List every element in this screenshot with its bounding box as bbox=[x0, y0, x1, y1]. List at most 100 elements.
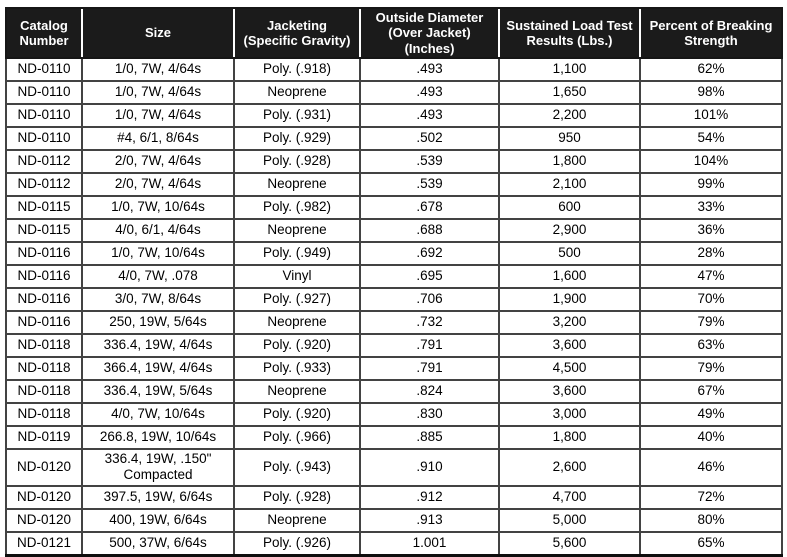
cell-catalog-number: ND-0116 bbox=[5, 264, 83, 289]
cell-sustained-load-test: 2,200 bbox=[498, 103, 641, 128]
cell-jacketing: Poly. (.982) bbox=[233, 195, 361, 220]
cell-percent-breaking-strength: 72% bbox=[639, 484, 783, 510]
table-row: ND-0120 336.4, 19W, .150" Compacted Poly. … bbox=[5, 448, 783, 487]
cell-size: 250, 19W, 5/64s bbox=[81, 310, 235, 335]
cell-size: 3/0, 7W, 8/64s bbox=[81, 287, 235, 312]
cell-size: 2/0, 7W, 4/64s bbox=[81, 149, 235, 174]
cell-outside-diameter: .493 bbox=[359, 80, 500, 105]
table-row: ND-0115 1/0, 7W, 10/64s Poly. (.982) .678 60… bbox=[5, 195, 783, 220]
cell-outside-diameter: .830 bbox=[359, 402, 500, 427]
cell-percent-breaking-strength: 62% bbox=[639, 57, 783, 82]
cell-catalog-number: ND-0118 bbox=[5, 356, 83, 381]
cell-catalog-number: ND-0115 bbox=[5, 195, 83, 220]
cell-jacketing: Poly. (.943) bbox=[233, 448, 361, 487]
cell-percent-breaking-strength: 54% bbox=[639, 126, 783, 151]
cell-sustained-load-test: 3,600 bbox=[498, 333, 641, 358]
cell-catalog-number: ND-0115 bbox=[5, 218, 83, 243]
cell-catalog-number: ND-0112 bbox=[5, 172, 83, 197]
table-header: Catalog Number Size Jacketing (Specific Gr… bbox=[5, 7, 782, 59]
cell-jacketing: Neoprene bbox=[233, 218, 361, 243]
cell-catalog-number: ND-0120 bbox=[5, 484, 83, 510]
cell-jacketing: Poly. (.966) bbox=[233, 425, 361, 450]
cell-sustained-load-test: 3,200 bbox=[498, 310, 641, 335]
table-row: ND-0118 4/0, 7W, 10/64s Poly. (.920) .830 3,… bbox=[5, 402, 783, 427]
cell-percent-breaking-strength: 101% bbox=[639, 103, 783, 128]
cell-catalog-number: ND-0121 bbox=[5, 530, 83, 557]
cell-size: 400, 19W, 6/64s bbox=[81, 507, 235, 533]
cell-size: 2/0, 7W, 4/64s bbox=[81, 172, 235, 197]
cell-jacketing: Neoprene bbox=[233, 310, 361, 335]
column-header-jacketing: Jacketing (Specific Gravity) bbox=[233, 7, 360, 59]
cell-jacketing: Poly. (.928) bbox=[233, 149, 361, 174]
cell-catalog-number: ND-0120 bbox=[5, 507, 83, 533]
cell-size: 266.8, 19W, 10/64s bbox=[81, 425, 235, 450]
cell-percent-breaking-strength: 98% bbox=[639, 80, 783, 105]
cell-outside-diameter: .539 bbox=[359, 149, 500, 174]
cell-jacketing: Poly. (.949) bbox=[233, 241, 361, 266]
table-row: ND-0118 336.4, 19W, 5/64s Neoprene .824 3,60… bbox=[5, 379, 783, 404]
cell-size: 1/0, 7W, 10/64s bbox=[81, 195, 235, 220]
cell-percent-breaking-strength: 99% bbox=[639, 172, 783, 197]
cell-outside-diameter: .912 bbox=[359, 484, 500, 510]
cell-sustained-load-test: 1,100 bbox=[498, 57, 641, 82]
cell-sustained-load-test: 3,600 bbox=[498, 379, 641, 404]
cell-outside-diameter: .688 bbox=[359, 218, 500, 243]
cell-sustained-load-test: 2,600 bbox=[498, 448, 641, 487]
cell-sustained-load-test: 500 bbox=[498, 241, 641, 266]
cell-percent-breaking-strength: 104% bbox=[639, 149, 783, 174]
cell-sustained-load-test: 1,650 bbox=[498, 80, 641, 105]
cell-jacketing: Neoprene bbox=[233, 80, 361, 105]
cell-percent-breaking-strength: 40% bbox=[639, 425, 783, 450]
column-header-catalog-number: Catalog Number bbox=[5, 7, 82, 59]
table-row: ND-0118 366.4, 19W, 4/64s Poly. (.933) .791… bbox=[5, 356, 783, 381]
cell-catalog-number: ND-0112 bbox=[5, 149, 83, 174]
cell-outside-diameter: .791 bbox=[359, 333, 500, 358]
cell-size: 397.5, 19W, 6/64s bbox=[81, 484, 235, 510]
table-row: ND-0115 4/0, 6/1, 4/64s Neoprene .688 2,900 3… bbox=[5, 218, 783, 243]
cell-sustained-load-test: 3,000 bbox=[498, 402, 641, 427]
cell-catalog-number: ND-0118 bbox=[5, 379, 83, 404]
cell-catalog-number: ND-0118 bbox=[5, 333, 83, 358]
table-row: ND-0110 #4, 6/1, 8/64s Poly. (.929) .502 950… bbox=[5, 126, 783, 151]
cell-percent-breaking-strength: 79% bbox=[639, 356, 783, 381]
cell-outside-diameter: .692 bbox=[359, 241, 500, 266]
cell-size: 1/0, 7W, 4/64s bbox=[81, 80, 235, 105]
cell-catalog-number: ND-0110 bbox=[5, 80, 83, 105]
cell-size: 366.4, 19W, 4/64s bbox=[81, 356, 235, 381]
cell-size: 4/0, 7W, .078 bbox=[81, 264, 235, 289]
cell-size: 1/0, 7W, 10/64s bbox=[81, 241, 235, 266]
cell-percent-breaking-strength: 28% bbox=[639, 241, 783, 266]
cell-percent-breaking-strength: 63% bbox=[639, 333, 783, 358]
cell-sustained-load-test: 5,600 bbox=[498, 530, 641, 557]
cell-sustained-load-test: 4,700 bbox=[498, 484, 641, 510]
cell-jacketing: Poly. (.929) bbox=[233, 126, 361, 151]
cell-size: 500, 37W, 6/64s bbox=[81, 530, 235, 557]
cell-percent-breaking-strength: 36% bbox=[639, 218, 783, 243]
cell-outside-diameter: .678 bbox=[359, 195, 500, 220]
cell-catalog-number: ND-0110 bbox=[5, 57, 83, 82]
cell-outside-diameter: .885 bbox=[359, 425, 500, 450]
cell-sustained-load-test: 5,000 bbox=[498, 507, 641, 533]
cell-size: #4, 6/1, 8/64s bbox=[81, 126, 235, 151]
cell-catalog-number: ND-0110 bbox=[5, 126, 83, 151]
cell-size: 4/0, 7W, 10/64s bbox=[81, 402, 235, 427]
cell-outside-diameter: .493 bbox=[359, 103, 500, 128]
cell-outside-diameter: .913 bbox=[359, 507, 500, 533]
column-header-percent-breaking-strength: Percent of Breaking Strength bbox=[639, 7, 782, 59]
cell-jacketing: Poly. (.928) bbox=[233, 484, 361, 510]
cell-outside-diameter: .493 bbox=[359, 57, 500, 82]
cell-catalog-number: ND-0110 bbox=[5, 103, 83, 128]
cell-sustained-load-test: 1,900 bbox=[498, 287, 641, 312]
cell-sustained-load-test: 2,100 bbox=[498, 172, 641, 197]
cell-jacketing: Neoprene bbox=[233, 172, 361, 197]
cell-outside-diameter: .706 bbox=[359, 287, 500, 312]
cell-percent-breaking-strength: 47% bbox=[639, 264, 783, 289]
table-row: ND-0116 250, 19W, 5/64s Neoprene .732 3,200 7… bbox=[5, 310, 783, 335]
cell-jacketing: Poly. (.918) bbox=[233, 57, 361, 82]
cell-jacketing: Vinyl bbox=[233, 264, 361, 289]
cell-sustained-load-test: 1,800 bbox=[498, 425, 641, 450]
table-row: ND-0116 4/0, 7W, .078 Vinyl .695 1,600 47% bbox=[5, 264, 783, 289]
table-row: ND-0119 266.8, 19W, 10/64s Poly. (.966) .88… bbox=[5, 425, 783, 450]
table-row: ND-0112 2/0, 7W, 4/64s Poly. (.928) .539 1,8… bbox=[5, 149, 783, 174]
table-row: ND-0118 336.4, 19W, 4/64s Poly. (.920) .791… bbox=[5, 333, 783, 358]
